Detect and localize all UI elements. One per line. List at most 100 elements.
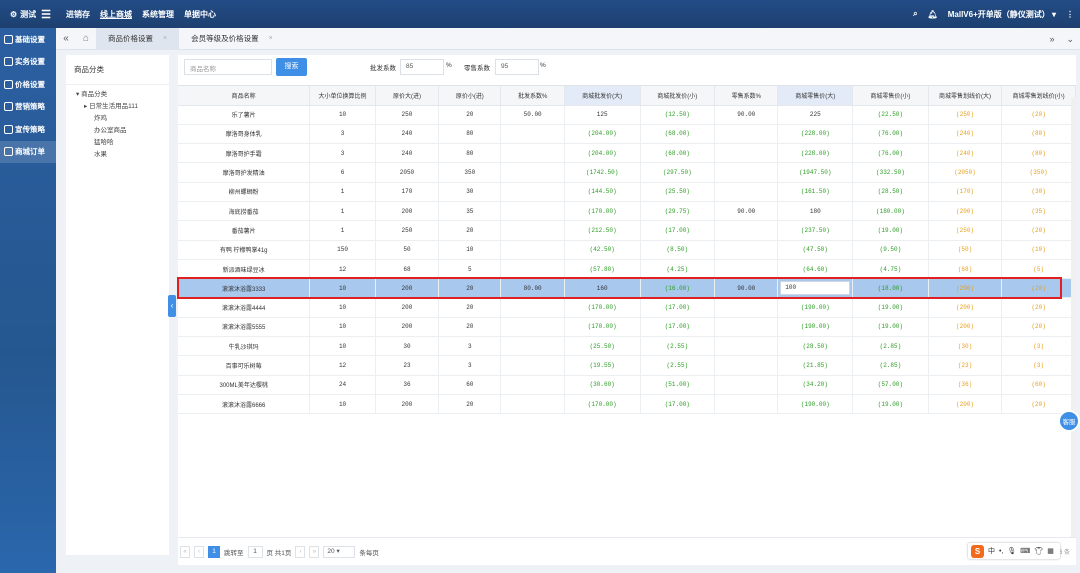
table-cell-mall-wholesale-small[interactable]: (297.50) xyxy=(640,162,716,183)
top-nav-item-online-mall[interactable]: 线上商城 xyxy=(100,9,132,19)
table-cell-wholesale-coef[interactable] xyxy=(500,297,565,318)
table-cell-cost-small[interactable]: 10 xyxy=(438,240,502,260)
table-cell-product-name[interactable]: 番茄薯片 xyxy=(178,220,311,241)
close-icon[interactable]: × xyxy=(163,35,168,42)
table-cell-wholesale-coef[interactable] xyxy=(500,162,565,183)
table-cell-product-name[interactable]: 摩洛哥护发精油 xyxy=(178,162,311,183)
table-cell-mall-strike-large[interactable]: (68) xyxy=(928,259,1003,280)
table-cell-product-name[interactable]: 滚滚沐浴露3333 xyxy=(178,278,311,299)
double-chevron-left-icon[interactable]: « xyxy=(63,33,69,44)
table-cell-retail-coef[interactable]: 90.00 xyxy=(714,278,779,299)
table-cell-product-name[interactable]: 百事可乐树莓 xyxy=(178,355,311,376)
table-cell-mall-wholesale-large[interactable]: (30.60) xyxy=(564,375,641,395)
account-menu[interactable]: MallV6+开单版（静仪测试） ▾ xyxy=(947,9,1056,19)
header-col-unit-ratio[interactable]: 大小单位换算比例 xyxy=(309,86,376,106)
table-cell-retail-coef[interactable] xyxy=(714,240,779,260)
tree-node[interactable]: ▸ 日常生活用品111 xyxy=(66,101,169,113)
table-cell-retail-coef[interactable]: 90.00 xyxy=(714,105,779,125)
table-cell-retail-coef[interactable] xyxy=(714,336,779,357)
sidebar-item-basic-settings[interactable]: 基础设置 xyxy=(0,28,56,51)
table-cell-mall-strike-large[interactable]: (200) xyxy=(928,278,1003,299)
table-cell-retail-coef[interactable] xyxy=(714,162,779,183)
table-cell-unit-ratio[interactable]: 10 xyxy=(309,394,376,415)
table-cell-mall-strike-large[interactable]: (50) xyxy=(928,240,1003,260)
table-cell-wholesale-coef[interactable] xyxy=(500,394,565,415)
top-nav-item-documents[interactable]: 单据中心 xyxy=(184,9,216,19)
table-cell-mall-wholesale-large[interactable]: (170.00) xyxy=(564,317,641,338)
table-cell-mall-wholesale-large[interactable]: (170.00) xyxy=(564,394,641,415)
table-cell-wholesale-coef[interactable] xyxy=(500,317,565,338)
table-cell-mall-wholesale-large[interactable]: (1742.50) xyxy=(564,162,641,183)
table-row[interactable]: 柳州螺蛳粉 1 170 30 (144.50) (25.50) (161.50) (28.50… xyxy=(178,182,1076,202)
table-cell-product-name[interactable]: 摩洛哥身体乳 xyxy=(178,124,311,145)
table-cell-retail-coef[interactable] xyxy=(714,124,779,145)
table-cell-cost-small[interactable]: 20 xyxy=(438,220,502,241)
table-row[interactable]: 摩洛哥身体乳 3 240 80 (204.00) (68.00) (228.00) (76.0… xyxy=(178,124,1076,145)
prev-page-button[interactable]: ‹ xyxy=(194,545,204,558)
sidebar-item-promotion[interactable]: 宣传策略 xyxy=(0,118,56,141)
table-cell-cost-large[interactable]: 250 xyxy=(375,105,440,125)
microphone-icon[interactable]: 🎙︎ xyxy=(1007,548,1017,555)
table-cell-mall-strike-small[interactable]: (20) xyxy=(1001,278,1076,299)
table-cell-mall-wholesale-large[interactable]: (212.50) xyxy=(564,220,641,241)
table-cell-wholesale-coef[interactable] xyxy=(500,240,565,260)
table-cell-cost-large[interactable]: 2050 xyxy=(375,162,440,183)
table-cell-cost-large[interactable]: 250 xyxy=(375,220,440,241)
header-col-retail-coef[interactable]: 零售系数% xyxy=(714,86,779,106)
table-cell-cost-small[interactable]: 20 xyxy=(438,317,502,338)
tree-node-root[interactable]: ▾ 商品分类 xyxy=(66,89,169,101)
table-cell-mall-retail-small[interactable]: (22.50) xyxy=(852,105,929,125)
double-chevron-right-icon[interactable]: » xyxy=(1049,34,1055,44)
table-cell-mall-strike-large[interactable]: (2050) xyxy=(928,162,1003,183)
table-cell-cost-large[interactable]: 68 xyxy=(375,259,440,280)
table-cell-mall-wholesale-small[interactable]: (4.25) xyxy=(640,259,716,280)
table-cell-mall-retail-large[interactable]: (190.00) xyxy=(777,317,854,338)
table-cell-mall-strike-large[interactable]: (240) xyxy=(928,143,1003,164)
table-cell-mall-wholesale-large[interactable]: (204.00) xyxy=(564,124,641,145)
table-cell-unit-ratio[interactable]: 10 xyxy=(309,336,376,357)
table-cell-mall-retail-large[interactable]: (237.50) xyxy=(777,220,854,241)
table-cell-mall-wholesale-small[interactable]: (17.00) xyxy=(640,317,716,338)
table-row[interactable]: 新派酒味绿豆冰 12 68 5 (57.80) (4.25) (64.60) (4.75) (6… xyxy=(178,259,1076,280)
table-cell-mall-strike-small[interactable]: (30) xyxy=(1001,182,1076,202)
table-cell-mall-strike-small[interactable]: (20) xyxy=(1001,297,1076,318)
table-cell-mall-strike-large[interactable]: (250) xyxy=(928,105,1003,125)
tree-node[interactable]: 办公室商品 xyxy=(66,125,169,137)
table-cell-cost-small[interactable]: 80 xyxy=(438,143,502,164)
table-cell-retail-coef[interactable] xyxy=(714,143,779,164)
menu-toggle-icon[interactable]: ☰ xyxy=(41,8,52,21)
home-icon[interactable]: ⌂ xyxy=(82,33,90,44)
keyboard-icon[interactable]: ⌨︎ xyxy=(1020,548,1031,555)
table-cell-mall-retail-large[interactable]: (190.00) xyxy=(777,297,854,318)
table-cell-mall-wholesale-small[interactable]: (25.50) xyxy=(640,182,716,202)
sidebar-item-business-settings[interactable]: 实务设置 xyxy=(0,51,56,74)
sidebar-item-marketing[interactable]: 营销策略 xyxy=(0,96,56,119)
table-cell-unit-ratio[interactable]: 10 xyxy=(309,317,376,338)
table-cell-wholesale-coef[interactable] xyxy=(500,336,565,357)
table-cell-mall-strike-large[interactable]: (200) xyxy=(928,297,1003,318)
table-cell-mall-retail-small[interactable]: (18.00) xyxy=(852,278,929,299)
table-cell-mall-strike-large[interactable]: (200) xyxy=(928,317,1003,338)
table-cell-mall-retail-small[interactable]: (4.75) xyxy=(852,259,929,280)
current-page-button[interactable]: 1 xyxy=(208,545,220,558)
table-cell-wholesale-coef[interactable] xyxy=(500,143,565,164)
table-cell-mall-wholesale-small[interactable]: (17.00) xyxy=(640,394,716,415)
table-cell-mall-strike-large[interactable]: (170) xyxy=(928,182,1003,202)
search-icon[interactable]: ⌕ xyxy=(913,9,918,18)
caret-down-icon[interactable]: ▾ xyxy=(76,91,80,98)
table-cell-mall-wholesale-large[interactable]: (144.50) xyxy=(564,182,641,202)
table-cell-mall-retail-large[interactable]: (21.85) xyxy=(777,355,854,376)
table-cell-mall-retail-small[interactable]: (19.00) xyxy=(852,317,929,338)
table-cell-retail-coef[interactable] xyxy=(714,259,779,280)
table-cell-mall-wholesale-large[interactable]: (42.50) xyxy=(564,240,641,260)
table-cell-retail-coef[interactable] xyxy=(714,297,779,318)
table-cell-mall-strike-small[interactable]: (3) xyxy=(1001,336,1076,357)
table-cell-mall-strike-large[interactable]: (200) xyxy=(928,394,1003,415)
table-cell-retail-coef[interactable] xyxy=(714,220,779,241)
table-cell-unit-ratio[interactable]: 3 xyxy=(309,124,376,145)
table-cell-mall-retail-small[interactable]: (76.00) xyxy=(852,143,929,164)
table-cell-mall-strike-small[interactable]: (20) xyxy=(1001,317,1076,338)
tree-node[interactable]: 猛哈哈 xyxy=(66,137,169,149)
table-cell-product-name[interactable]: 柳州螺蛳粉 xyxy=(178,182,311,202)
table-cell-mall-strike-small[interactable]: (35) xyxy=(1001,201,1076,222)
